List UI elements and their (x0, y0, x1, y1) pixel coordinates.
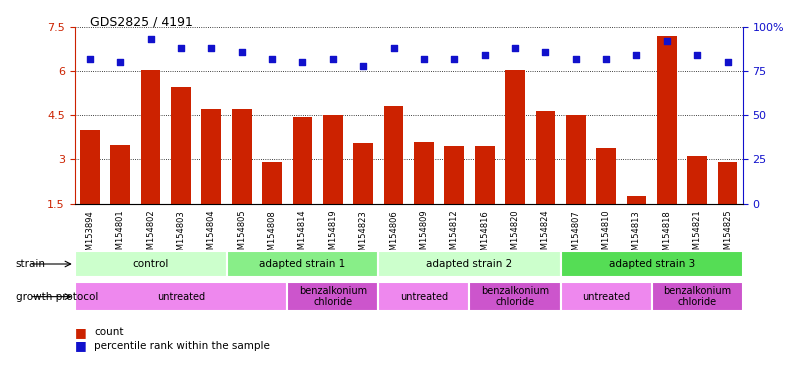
Text: count: count (94, 327, 124, 337)
Bar (110, 145, 130, 204)
Point (236, 48, 248, 55)
Point (417, 56, 430, 62)
Text: benzalkonium
chloride: benzalkonium chloride (663, 286, 731, 308)
Bar (597, 147, 616, 204)
Bar (353, 143, 373, 204)
Bar (652, 282, 743, 311)
Bar (287, 282, 378, 311)
Bar (384, 106, 403, 204)
Text: ■: ■ (75, 339, 90, 352)
Bar (414, 142, 434, 204)
Point (114, 59, 127, 65)
Bar (560, 282, 652, 311)
Point (509, 45, 521, 51)
Bar (141, 70, 160, 204)
Bar (378, 251, 560, 277)
Point (479, 52, 491, 58)
Point (448, 56, 461, 62)
Point (174, 45, 187, 51)
Point (387, 45, 400, 51)
Point (266, 56, 278, 62)
Bar (657, 36, 677, 204)
Point (145, 36, 157, 42)
Point (296, 59, 309, 65)
Text: untreated: untreated (582, 291, 630, 302)
Bar (444, 146, 465, 204)
Point (722, 59, 734, 65)
Bar (378, 282, 469, 311)
Bar (323, 115, 343, 204)
Bar (80, 130, 100, 204)
Bar (505, 70, 525, 204)
Bar (75, 251, 226, 277)
Text: benzalkonium
chloride: benzalkonium chloride (481, 286, 549, 308)
Bar (469, 282, 560, 311)
Text: benzalkonium
chloride: benzalkonium chloride (299, 286, 367, 308)
Point (205, 45, 218, 51)
Bar (626, 196, 646, 204)
Point (600, 56, 612, 62)
Point (326, 56, 339, 62)
Text: adapted strain 1: adapted strain 1 (259, 259, 346, 269)
Bar (535, 111, 555, 204)
Bar (475, 146, 494, 204)
Point (630, 52, 643, 58)
Text: untreated: untreated (157, 291, 205, 302)
Point (691, 52, 703, 58)
Text: untreated: untreated (400, 291, 448, 302)
Bar (226, 251, 378, 277)
Text: percentile rank within the sample: percentile rank within the sample (94, 341, 270, 351)
Bar (687, 156, 707, 204)
Bar (232, 109, 252, 204)
Text: control: control (132, 259, 169, 269)
Point (570, 56, 582, 62)
Point (660, 38, 673, 44)
Bar (718, 162, 737, 204)
Bar (201, 109, 221, 204)
Point (83, 56, 96, 62)
Text: adapted strain 3: adapted strain 3 (608, 259, 695, 269)
Text: ■: ■ (75, 326, 90, 339)
Point (357, 63, 369, 69)
Bar (263, 162, 282, 204)
Bar (566, 115, 586, 204)
Bar (75, 282, 287, 311)
Point (539, 48, 552, 55)
Text: adapted strain 2: adapted strain 2 (426, 259, 512, 269)
Bar (171, 87, 191, 204)
Text: GDS2825 / 4191: GDS2825 / 4191 (90, 15, 193, 28)
Bar (292, 117, 312, 204)
Text: growth protocol: growth protocol (16, 291, 98, 302)
Bar (560, 251, 743, 277)
Text: strain: strain (16, 259, 46, 269)
